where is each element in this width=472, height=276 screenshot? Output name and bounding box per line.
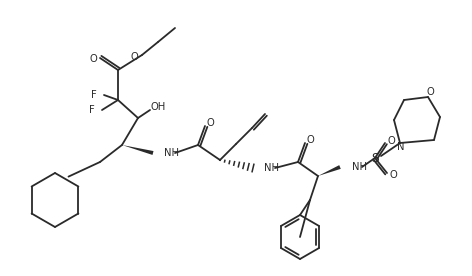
Polygon shape (318, 165, 341, 176)
Text: S: S (371, 152, 379, 164)
Text: O: O (389, 170, 397, 180)
Text: NH: NH (352, 162, 367, 172)
Text: NH: NH (264, 163, 279, 173)
Text: OH: OH (151, 102, 166, 112)
Text: O: O (306, 135, 314, 145)
Text: O: O (387, 136, 395, 146)
Text: N: N (397, 142, 405, 152)
Text: F: F (91, 90, 97, 100)
Text: O: O (130, 52, 138, 62)
Text: F: F (89, 105, 95, 115)
Polygon shape (122, 145, 153, 155)
Text: O: O (89, 54, 97, 64)
Text: NH: NH (164, 148, 179, 158)
Text: O: O (426, 87, 434, 97)
Text: O: O (206, 118, 214, 128)
